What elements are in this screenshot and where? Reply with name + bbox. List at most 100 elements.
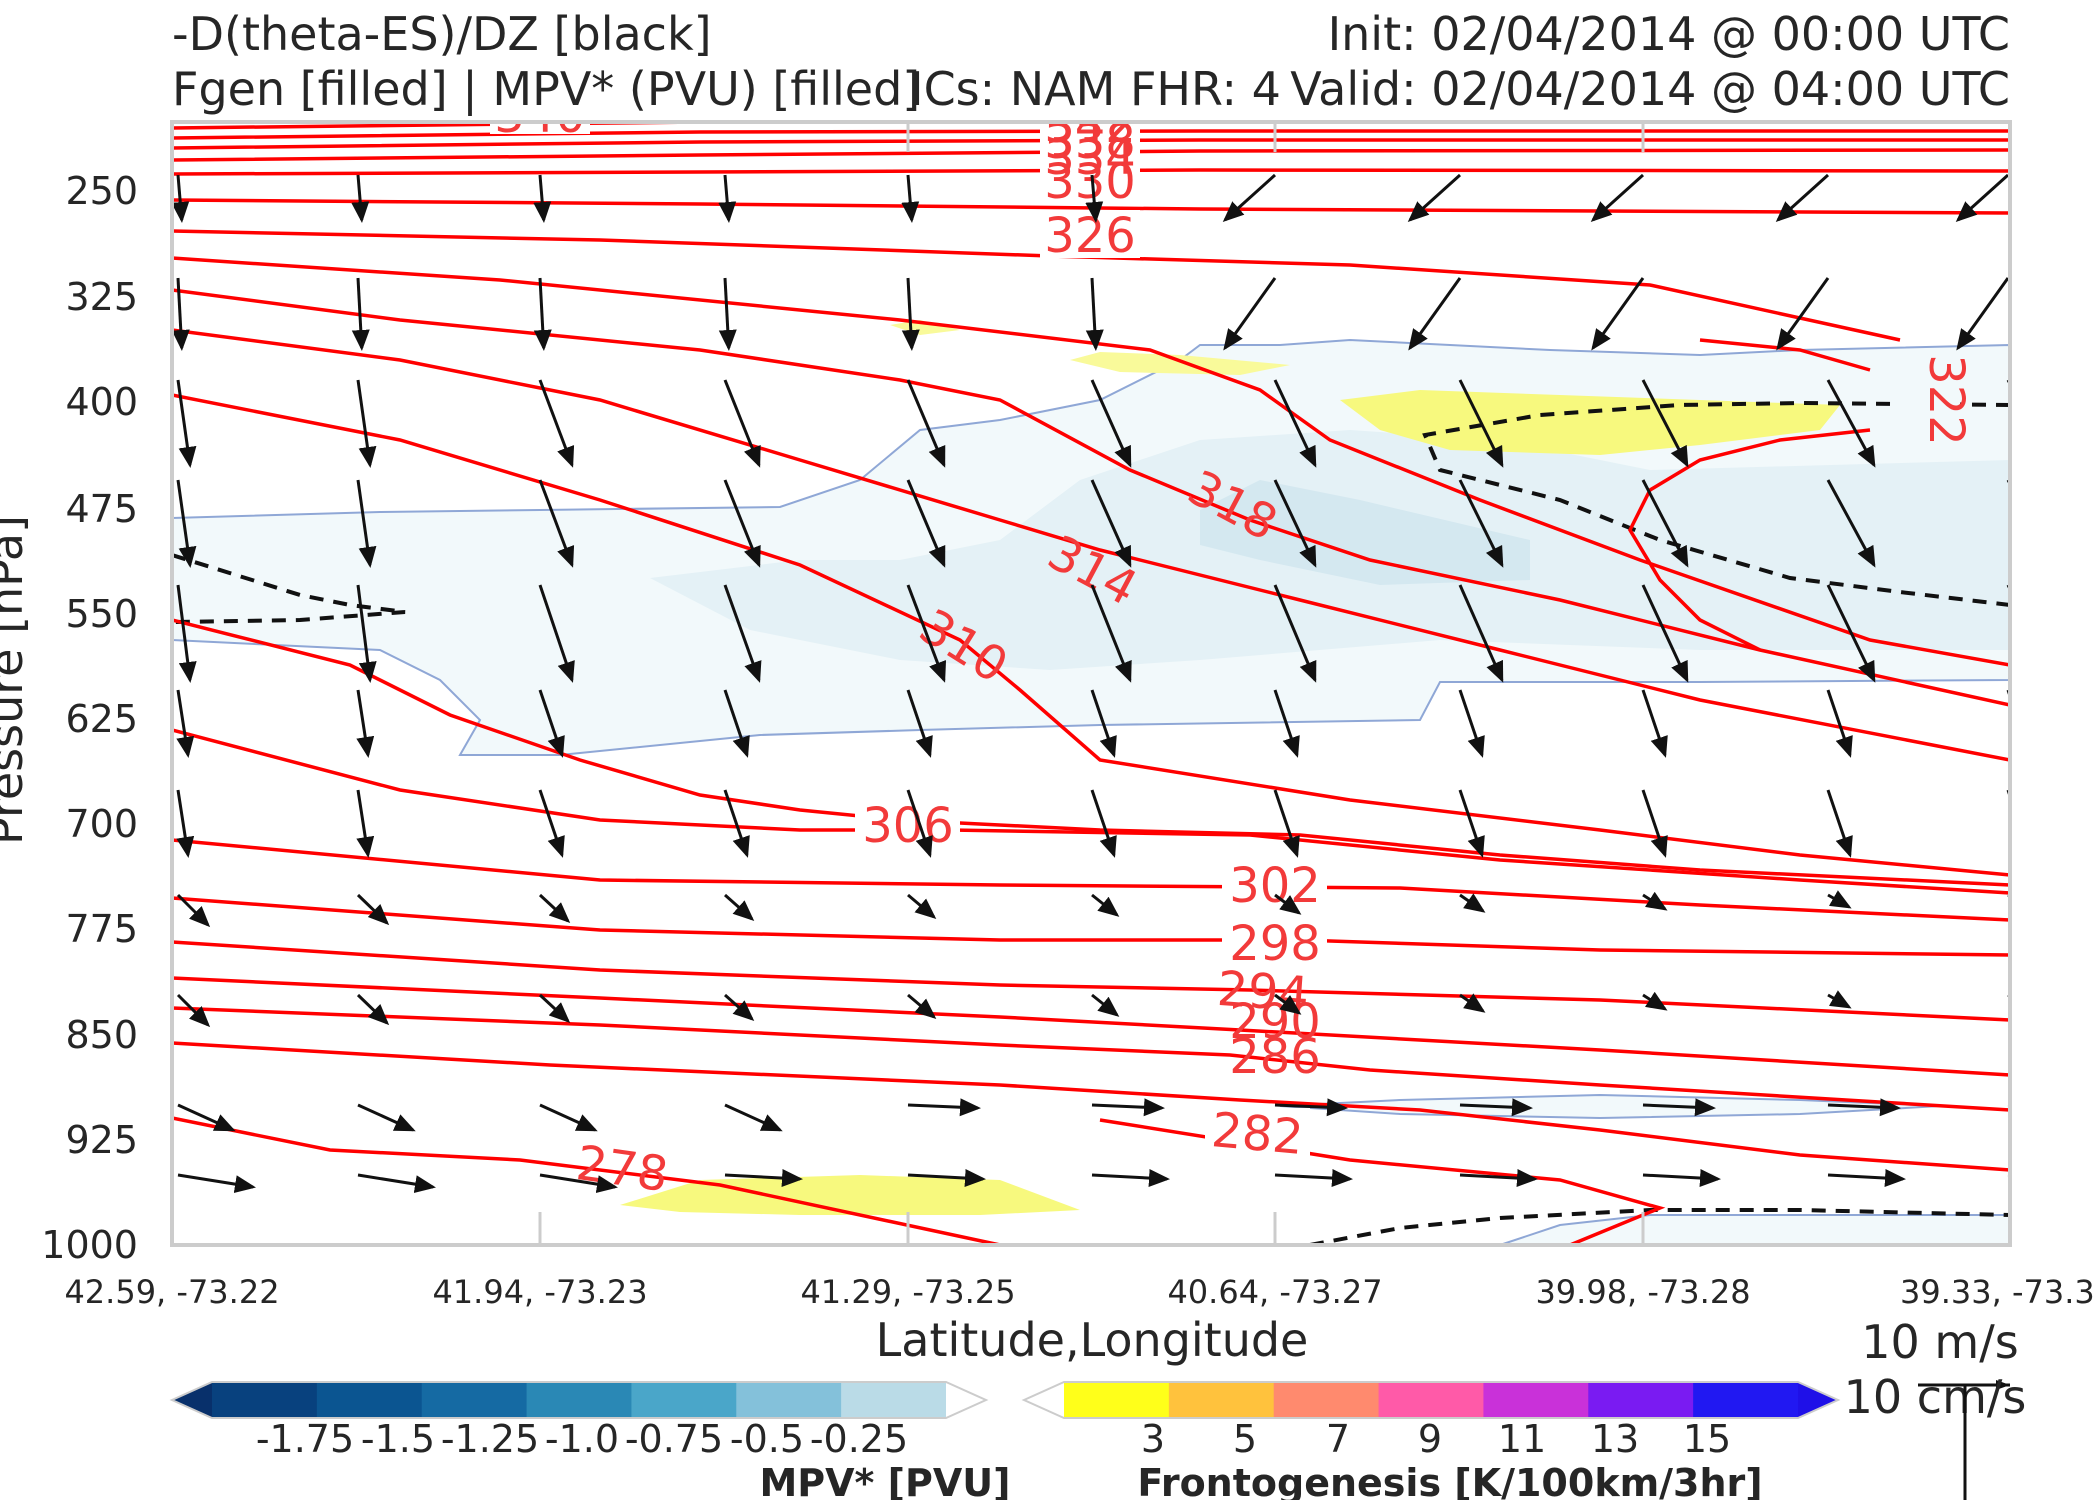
- isentrope-label-326: 326: [1044, 208, 1136, 264]
- wind-vector: [1642, 891, 1668, 911]
- wind-vector: [1091, 1098, 1165, 1117]
- wind-vector: [1091, 1169, 1170, 1188]
- wind-vector: [356, 379, 377, 468]
- mpv-tick-6: -0.25: [810, 1417, 908, 1461]
- wind-vector: [1642, 1169, 1721, 1188]
- wind-vector: [907, 993, 937, 1019]
- wind-vector: [1090, 689, 1117, 758]
- isentrope-label-342: 342: [1044, 98, 1136, 154]
- wind-vector: [538, 893, 571, 924]
- wind-vector: [539, 1173, 618, 1194]
- wind-vector: [538, 379, 575, 468]
- wind-vector: [533, 277, 552, 351]
- x-tick-1: 41.94, -73.23: [432, 1273, 647, 1311]
- fgen-colorbar-cell-1: [1064, 1382, 1170, 1418]
- fgen-region-mid: [1070, 352, 1290, 375]
- wind-vector: [356, 789, 375, 858]
- wind-vector: [1775, 173, 1830, 223]
- fgen-colorbar-cell-4: [1378, 1382, 1484, 1418]
- wind-vector: [1274, 1098, 1348, 1117]
- isentrope-label-330: 330: [1044, 154, 1136, 210]
- wind-vector: [538, 584, 575, 683]
- theta-es-contours: [172, 400, 2010, 1245]
- plot-area: 340 342 338 334 330 326 322 318 314 310 …: [172, 88, 2010, 1245]
- wind-vector: [1827, 890, 1852, 909]
- title-line2: Fgen [filled] | MPV* (PVU) [filled]: [172, 62, 920, 117]
- mpv-colorbar-cell-8: [946, 1382, 986, 1418]
- wind-vector: [1641, 379, 1689, 468]
- mpv-colorbar-cell-6: [736, 1382, 842, 1418]
- wind-vector: [176, 993, 211, 1028]
- fgen-tick-2: 7: [1326, 1417, 1350, 1461]
- wind-vector: [1458, 789, 1485, 858]
- wind-vector: [1459, 993, 1486, 1013]
- wind-vector: [1827, 1098, 1901, 1117]
- mpv-colorbar-cell-7: [841, 1382, 947, 1418]
- mpv-tick-0: -1.75: [256, 1417, 354, 1461]
- fgen-tick-5: 13: [1591, 1417, 1639, 1461]
- wind-vector: [1641, 479, 1689, 568]
- wind-vector: [1826, 479, 1876, 568]
- mpv-colorbar: -1.75 -1.5 -1.25 -1.0 -0.75 -0.5 -0.25 M…: [169, 1381, 1011, 1500]
- wind-vector: [176, 379, 197, 468]
- plot-frame: [170, 120, 2012, 1247]
- wind-vector: [538, 479, 575, 568]
- wind-vector: [1826, 789, 1853, 858]
- fgen-colorbar-cell-2: [1168, 1382, 1275, 1418]
- wind-vector: [1090, 479, 1132, 568]
- wind-vector: [351, 174, 370, 223]
- wind-vector: [907, 893, 937, 919]
- wind-vector: [1591, 277, 1645, 351]
- y-tick-550: 550: [65, 592, 138, 636]
- isentrope-label-290: 290: [1229, 994, 1321, 1050]
- wind-vector: [176, 479, 197, 568]
- wind-vector: [1274, 893, 1302, 915]
- wind-vector: [901, 277, 920, 351]
- wind-vector: [1273, 379, 1317, 468]
- wind-vector: [1827, 1169, 1906, 1188]
- y-tick-625: 625: [65, 697, 138, 741]
- wind-vector: [356, 993, 390, 1026]
- wind-vector: [723, 379, 761, 468]
- wind-vector: [1955, 173, 2010, 223]
- wind-vector: [538, 993, 571, 1024]
- wind-vector: [1826, 379, 1876, 468]
- wind-vector: [1273, 789, 1300, 858]
- wind-vector: [533, 174, 552, 223]
- wind-vector: [2006, 479, 2010, 487]
- isentrope-label-340: 340: [494, 88, 586, 144]
- wind-vector: [1458, 584, 1504, 683]
- wind-vector: [357, 1173, 436, 1194]
- y-tick-400: 400: [65, 380, 138, 424]
- fgen-tick-3: 9: [1418, 1417, 1442, 1461]
- mpv-colorbar-cell-3: [421, 1382, 528, 1418]
- y-tick-850: 850: [65, 1013, 138, 1057]
- wind-vector: [907, 1098, 981, 1117]
- wind-vector: [1223, 277, 1277, 351]
- wind-vector: [2006, 584, 2010, 593]
- wind-ref-vertical-label: 10 cm/s: [1844, 1370, 2027, 1424]
- wind-vector: [723, 479, 761, 568]
- wind-vector: [1408, 277, 1462, 351]
- wind-vector: [1642, 1098, 1716, 1117]
- wind-vector: [2007, 1103, 2010, 1107]
- wind-vector: [1090, 584, 1132, 683]
- fgen-colorbar-cell-3: [1273, 1382, 1380, 1418]
- title-line1: -D(theta-ES)/DZ [black]: [172, 7, 712, 61]
- wind-vector: [723, 584, 762, 683]
- valid-time: Valid: 02/04/2014 @ 04:00 UTC: [1290, 62, 2010, 116]
- wind-vector: [1090, 379, 1132, 468]
- wind-vector: [538, 689, 565, 758]
- y-axis-label: Pressure [hPa]: [0, 515, 33, 845]
- wind-vector: [723, 689, 750, 758]
- x-axis: 42.59, -73.22 41.94, -73.23 41.29, -73.2…: [64, 1273, 2094, 1367]
- wind-vector: [906, 689, 933, 758]
- wind-vector: [901, 174, 920, 223]
- wind-vector: [176, 893, 211, 928]
- mpv-colorbar-title: MPV* [PVU]: [759, 1461, 1010, 1500]
- fgen-region-small: [890, 320, 960, 335]
- mpv-colorbar-cell-0: [172, 1382, 212, 1418]
- mpv-colorbar-cell-5: [631, 1382, 737, 1418]
- wind-vector: [357, 1103, 416, 1132]
- fgen-tick-0: 3: [1141, 1417, 1165, 1461]
